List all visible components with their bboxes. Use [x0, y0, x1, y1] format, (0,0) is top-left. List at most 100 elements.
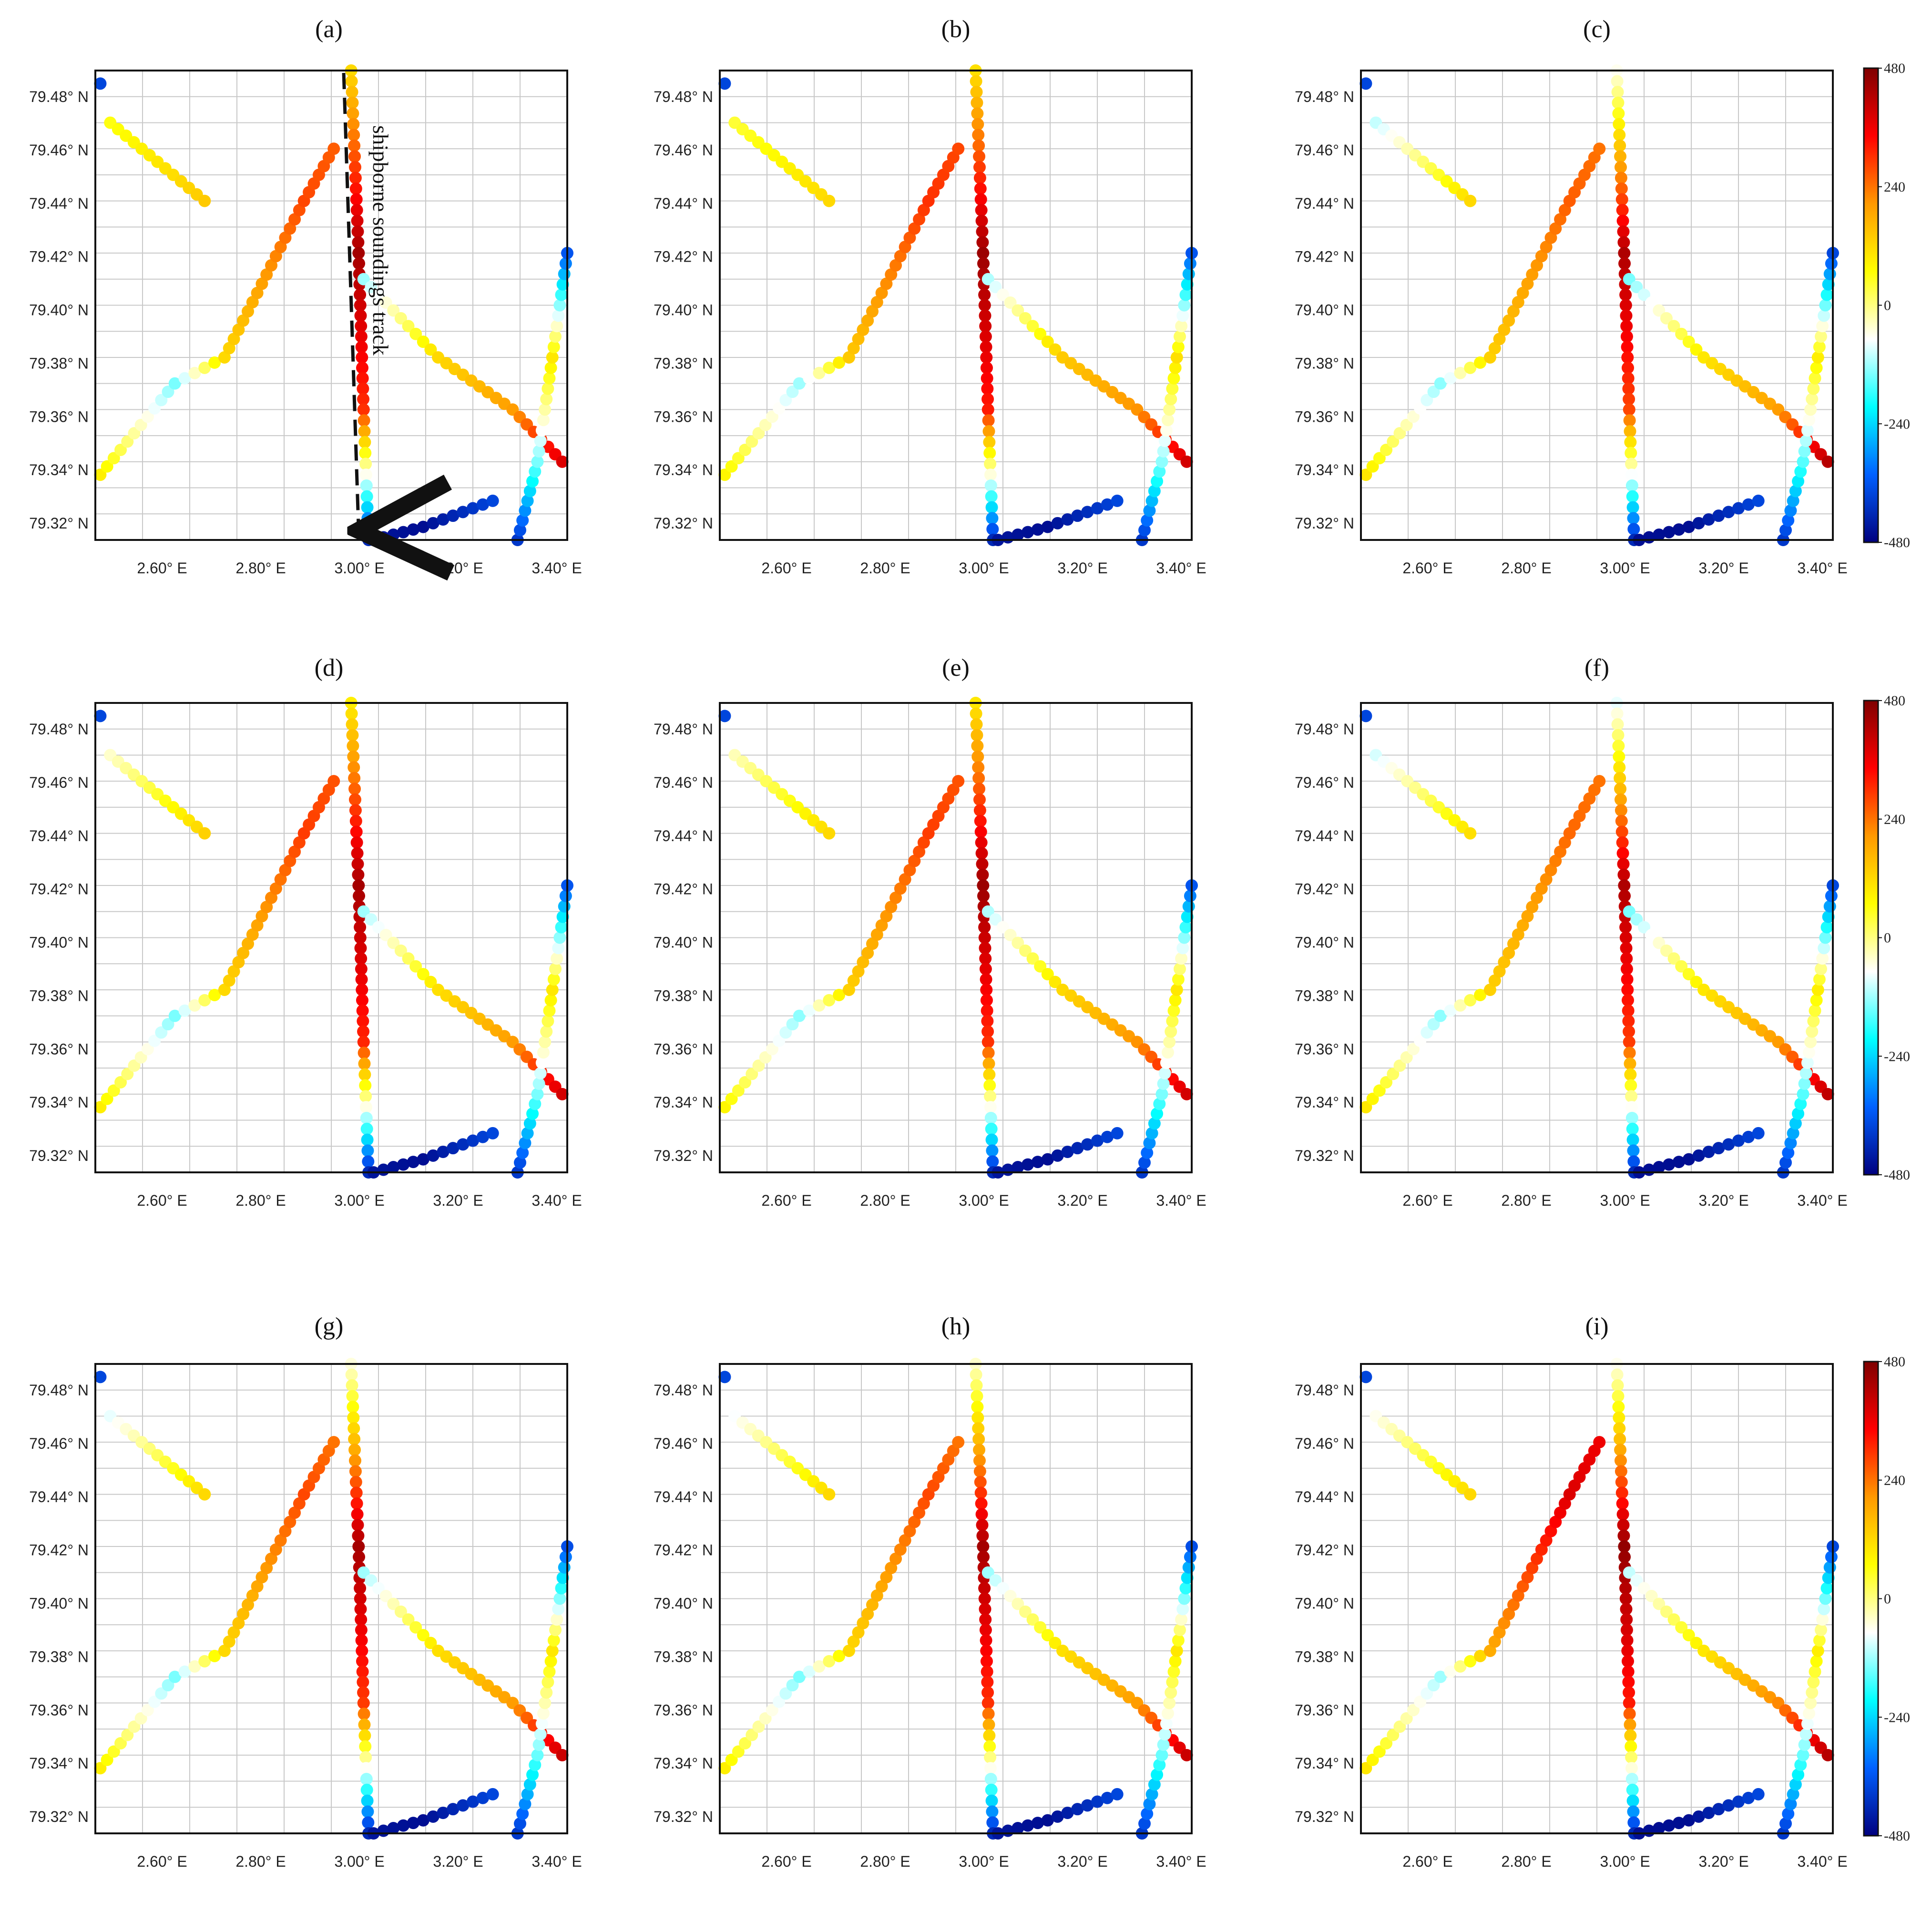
data-point: [986, 1155, 999, 1168]
data-point: [1160, 424, 1173, 437]
data-point: [1171, 351, 1183, 364]
data-point: [359, 1090, 372, 1102]
data-point: [359, 447, 371, 459]
y-tick-label: 79.36° N: [29, 1040, 89, 1058]
y-tick-label: 79.38° N: [654, 1648, 713, 1665]
data-point: [1617, 214, 1629, 227]
data-point: [350, 825, 363, 838]
data-point: [542, 1676, 554, 1688]
data-point: [975, 1497, 988, 1510]
y-tick-label: 79.40° N: [1295, 1595, 1354, 1612]
data-point: [349, 804, 362, 816]
y-tick-label: 79.46° N: [654, 142, 713, 159]
data-point: [1612, 718, 1624, 731]
panels-layer: (a) 79.48° N 79.46° N 79.44° N 79.42° N 79.40…: [29, 16, 1932, 1870]
data-point: [1166, 1015, 1178, 1027]
y-tick-label: 79.32° N: [1295, 515, 1354, 532]
data-point: [952, 775, 964, 787]
data-point: [1464, 195, 1476, 207]
colorbar-tick-label: -480: [1884, 1167, 1910, 1183]
data-point: [986, 1134, 998, 1146]
data-point: [1626, 1123, 1639, 1135]
data-point: [974, 1465, 986, 1477]
data-point: [1815, 330, 1827, 343]
data-point: [347, 740, 359, 752]
data-point: [976, 847, 988, 859]
data-point: [1818, 309, 1830, 322]
data-point: [952, 142, 964, 155]
data-point: [1613, 761, 1625, 773]
y-tick-label: 79.42° N: [1295, 248, 1354, 265]
y-tick-label: 79.44° N: [29, 195, 89, 212]
y-tick-label: 79.32° N: [654, 1147, 713, 1164]
y-tick-label: 79.38° N: [1295, 987, 1354, 1004]
data-point: [346, 718, 358, 731]
x-tick-label: 2.60° E: [137, 1192, 187, 1209]
y-tick-label: 79.46° N: [1295, 774, 1354, 791]
data-point: [351, 1508, 364, 1520]
y-tick-label: 79.42° N: [29, 881, 89, 898]
data-point: [352, 869, 364, 881]
x-tick-label: 3.20° E: [433, 1853, 483, 1870]
data-point: [1175, 952, 1187, 965]
x-tick-label: 3.40° E: [1797, 1853, 1847, 1870]
data-point: [823, 195, 835, 207]
data-point: [976, 225, 988, 238]
data-point: [1617, 236, 1630, 249]
x-tick-label: 3.00° E: [334, 1853, 384, 1870]
data-point: [545, 1655, 557, 1668]
data-point: [1803, 414, 1815, 426]
data-point: [1162, 414, 1174, 426]
data-point: [1593, 142, 1605, 155]
data-point: [1626, 1773, 1638, 1785]
colorbar-tick-label: 480: [1884, 1354, 1905, 1370]
colorbar-tick-label: 240: [1884, 1473, 1905, 1488]
data-point: [487, 495, 499, 507]
data-point: [348, 1433, 360, 1445]
panel-b: (b)79.48° N79.46° N79.44° N79.42° N79.40…: [654, 16, 1206, 577]
data-point: [952, 1436, 964, 1448]
data-point: [1800, 1728, 1812, 1740]
data-point: [986, 501, 998, 514]
y-tick-label: 79.42° N: [654, 881, 713, 898]
data-point: [358, 1708, 370, 1720]
panel-d: (d)79.48° N79.46° N79.44° N79.42° N79.40…: [29, 654, 582, 1209]
data-point: [971, 751, 984, 763]
data-point: [361, 512, 374, 524]
data-point: [1614, 140, 1626, 152]
data-point: [971, 86, 983, 98]
data-point: [327, 775, 340, 787]
x-tick-label: 3.00° E: [1600, 559, 1650, 577]
x-tick-label: 2.60° E: [1402, 559, 1452, 577]
data-point: [1615, 1454, 1627, 1467]
data-point: [1813, 341, 1826, 353]
y-tick-label: 79.34° N: [29, 461, 89, 478]
y-tick-label: 79.48° N: [29, 1382, 89, 1399]
colorbar-tick-label: 0: [1884, 1591, 1891, 1607]
data-point: [358, 1719, 370, 1731]
data-point: [1627, 1805, 1639, 1818]
data-point: [976, 214, 988, 227]
data-point: [971, 729, 983, 742]
data-point: [1184, 1551, 1196, 1563]
data-point: [549, 963, 562, 975]
y-tick-label: 79.36° N: [29, 408, 89, 425]
data-point: [327, 1436, 340, 1448]
data-point: [327, 142, 340, 155]
data-point: [972, 1422, 984, 1434]
data-point: [560, 890, 572, 902]
data-point: [552, 309, 564, 322]
data-point: [1626, 490, 1639, 503]
y-tick-label: 79.48° N: [29, 88, 89, 105]
data-point: [1178, 932, 1190, 944]
data-point: [349, 172, 362, 184]
data-point: [1623, 403, 1636, 416]
data-point: [1617, 869, 1630, 881]
y-tick-label: 79.48° N: [654, 1382, 713, 1399]
colorbar-fill: [1864, 68, 1878, 542]
data-point: [1625, 1090, 1637, 1102]
data-point: [1167, 1005, 1180, 1017]
data-point: [531, 1088, 543, 1100]
y-tick-label: 79.44° N: [654, 1488, 713, 1505]
data-point: [1614, 1433, 1626, 1445]
